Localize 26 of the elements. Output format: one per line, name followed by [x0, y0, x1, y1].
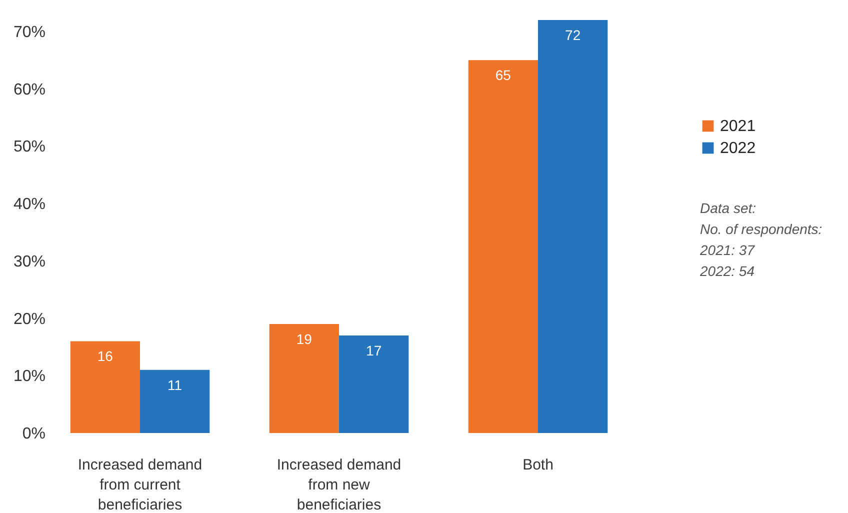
- bar: [339, 335, 409, 433]
- y-tick-label: 40%: [13, 196, 46, 214]
- y-tick-label: 20%: [13, 310, 46, 328]
- y-tick-label: 0%: [22, 426, 46, 442]
- data-label: 17: [366, 342, 382, 358]
- y-tick-label: 30%: [13, 253, 46, 270]
- data-label: 11: [168, 376, 182, 393]
- legend-label: 2022: [720, 140, 756, 157]
- bar: [538, 20, 608, 433]
- bar: [468, 60, 538, 433]
- text: Data set: No. of respondents: 2021: 37 2022: 54: [699, 200, 822, 279]
- y-tick-label: 60%: [13, 81, 46, 98]
- data-label: 65: [495, 67, 512, 84]
- x-tick-label: Increased demand from new beneficiaries: [276, 456, 402, 513]
- x-tick-label: Increased demand from current beneficiaries: [78, 456, 202, 513]
- bar: [70, 341, 140, 433]
- data-label: 72: [565, 27, 581, 43]
- bar: [140, 370, 210, 433]
- y-tick-label: 50%: [13, 138, 46, 156]
- bar: [269, 324, 339, 433]
- legend-label: 2021: [720, 118, 756, 135]
- x-tick-label: Both: [522, 456, 554, 474]
- data-label: 19: [296, 331, 312, 348]
- y-tick-label: 70%: [13, 24, 46, 41]
- y-tick-label: 10%: [13, 368, 46, 386]
- data-label: 16: [97, 348, 114, 364]
